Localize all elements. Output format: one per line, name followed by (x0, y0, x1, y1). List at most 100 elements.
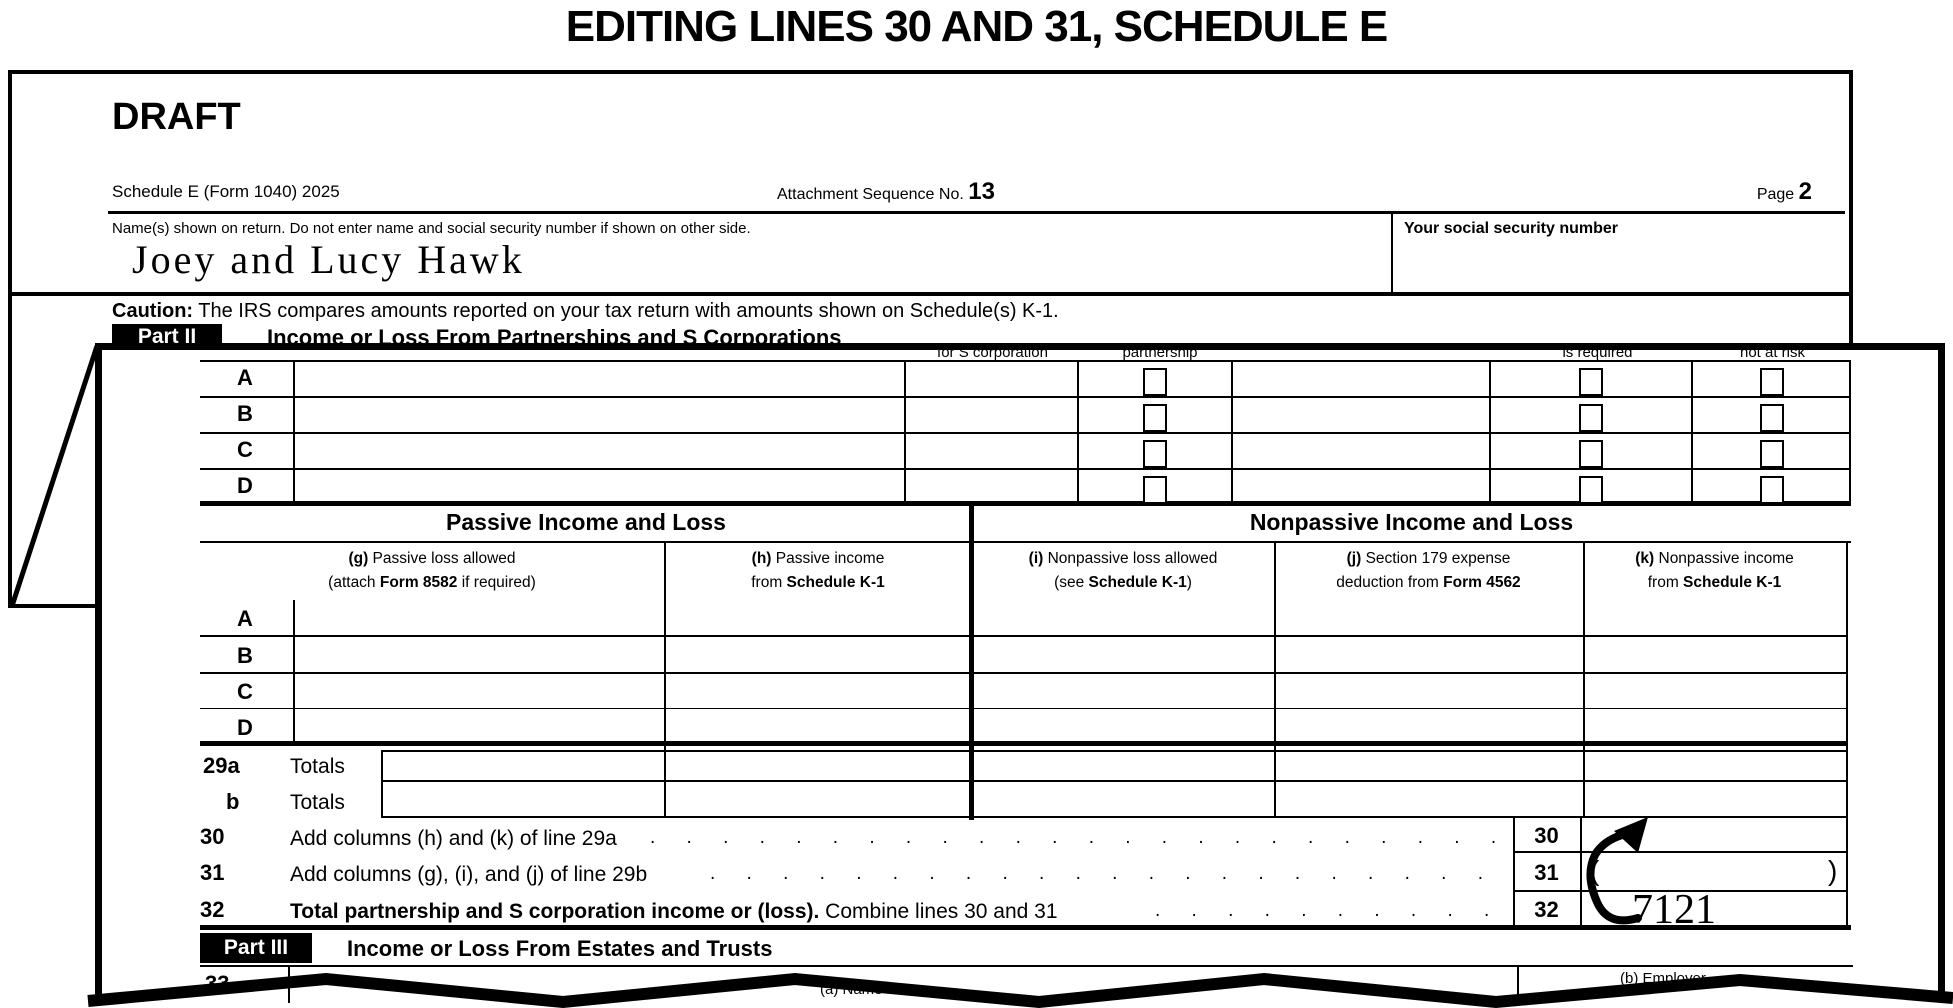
col-k-line1: Nonpassive income (1654, 550, 1794, 567)
divider (1580, 816, 1582, 927)
divider (381, 750, 1846, 752)
torn-edge-zigzag (87, 972, 1953, 1008)
header-divider (108, 211, 1845, 214)
divider (1517, 965, 1519, 1005)
col-h-tag: (h) (751, 550, 772, 567)
col-h-l2b: Schedule K-1 (786, 574, 885, 591)
checkbox[interactable] (1143, 404, 1167, 432)
checkbox[interactable] (1760, 368, 1784, 396)
col-i-header: (i) Nonpassive loss allowed (see Schedul… (972, 547, 1274, 595)
caution-label: Caution: (112, 300, 194, 322)
col-k-tag: (k) (1635, 550, 1655, 567)
line31-paren-close: ) (1828, 855, 1838, 886)
name-field-value[interactable]: Joey and Lucy Hawk (132, 237, 525, 282)
checkbox[interactable] (1760, 440, 1784, 468)
divider (1846, 541, 1848, 927)
col-g-l2b: Form 8582 (379, 574, 458, 591)
ssn-divider (1391, 214, 1393, 292)
divider (1583, 541, 1585, 818)
divider (1077, 360, 1079, 503)
nonpassive-header: Nonpassive Income and Loss (1249, 509, 1574, 535)
handwritten-amount: 7121 (1632, 887, 1716, 933)
overlay-top-border (95, 343, 1945, 350)
line32-text: Total partnership and S corporation inco… (290, 900, 1058, 924)
line31-box-number: 31 (1534, 860, 1559, 885)
line29a-label: Totals (290, 755, 345, 778)
line29b-number: b (226, 789, 240, 814)
col-i-l2a: (see (1054, 574, 1089, 591)
col-g-header: (g) Passive loss allowed (attach Form 85… (200, 547, 664, 595)
dot-leader: . . . . . . . . . . . . . . . . . . . . … (650, 827, 1495, 848)
divider (1513, 890, 1846, 892)
divider (381, 750, 383, 818)
col-i-tag: (i) (1028, 550, 1044, 567)
name-row-divider (12, 292, 1849, 296)
divider (1513, 851, 1846, 853)
divider (200, 635, 1846, 637)
checkbox[interactable] (1760, 476, 1784, 504)
form-id: Schedule E (Form 1040) 2025 (112, 182, 340, 201)
divider (1513, 816, 1515, 927)
checkbox[interactable] (1143, 476, 1167, 504)
col-k-l2b: Schedule K-1 (1683, 574, 1782, 591)
line32-rest-text: Combine lines 30 and 31 (819, 900, 1058, 923)
ssn-field[interactable] (1404, 240, 1834, 290)
section-divider (200, 501, 1851, 506)
divider (381, 816, 1846, 818)
row-label-d: D (237, 473, 253, 498)
divider (293, 360, 295, 503)
line31-number: 31 (200, 860, 225, 885)
page-number: Page 2 (1587, 178, 1812, 206)
divider (200, 432, 1851, 434)
divider (904, 360, 906, 503)
checkbox[interactable] (1143, 368, 1167, 396)
checkbox[interactable] (1579, 476, 1603, 504)
line29a-number: 29a (203, 753, 240, 778)
row-label-b: B (237, 643, 253, 668)
divider (200, 468, 1851, 470)
checkbox[interactable] (1760, 404, 1784, 432)
line32-bold-text: Total partnership and S corporation inco… (290, 900, 820, 923)
col-j-l2a: deduction from (1336, 574, 1444, 591)
col-h-header: (h) Passive income from Schedule K-1 (664, 547, 972, 595)
col-g-tag: (g) (348, 550, 369, 567)
name-field-label: Name(s) shown on return. Do not enter na… (112, 220, 751, 237)
row-label-c: C (237, 679, 253, 704)
part3-title: Income or Loss From Estates and Trusts (347, 936, 773, 961)
page-no: 2 (1798, 178, 1812, 205)
draft-watermark: DRAFT (112, 96, 241, 138)
divider (1691, 360, 1693, 503)
row-label-b: B (237, 401, 253, 426)
checkbox[interactable] (1579, 440, 1603, 468)
checkbox[interactable] (1579, 404, 1603, 432)
page-label: Page (1756, 186, 1795, 203)
col-i-l2b: Schedule K-1 (1088, 574, 1187, 591)
ssn-label: Your social security number (1404, 220, 1618, 237)
divider (381, 780, 1846, 782)
section-divider (200, 741, 1846, 746)
part3-badge: Part III (200, 933, 312, 963)
caution-text: The IRS compares amounts reported on you… (193, 300, 1059, 322)
col-g-line1: Passive loss allowed (368, 550, 516, 567)
divider (1849, 360, 1851, 503)
dot-leader: . . . . . . . . . . . . (1155, 900, 1495, 921)
line31-paren-open: ( (1590, 855, 1600, 886)
divider (200, 672, 1846, 674)
attachment-number: 13 (968, 178, 995, 205)
col-i-l2c: ) (1186, 574, 1192, 591)
checkbox[interactable] (1579, 368, 1603, 396)
col-j-header: (j) Section 179 expense deduction from F… (1274, 547, 1583, 595)
attachment-sequence: Attachment Sequence No. 13 (777, 178, 995, 206)
divider (200, 396, 1851, 398)
overlay-right-border (1938, 343, 1945, 999)
line32-box-number: 32 (1534, 897, 1559, 922)
divider (200, 360, 1851, 362)
divider (200, 965, 1853, 967)
divider (1231, 360, 1233, 503)
divider (200, 708, 1846, 709)
line32-number: 32 (200, 897, 225, 922)
col-j-tag: (j) (1346, 550, 1362, 567)
checkbox[interactable] (1143, 440, 1167, 468)
row-label-d: D (237, 715, 253, 740)
